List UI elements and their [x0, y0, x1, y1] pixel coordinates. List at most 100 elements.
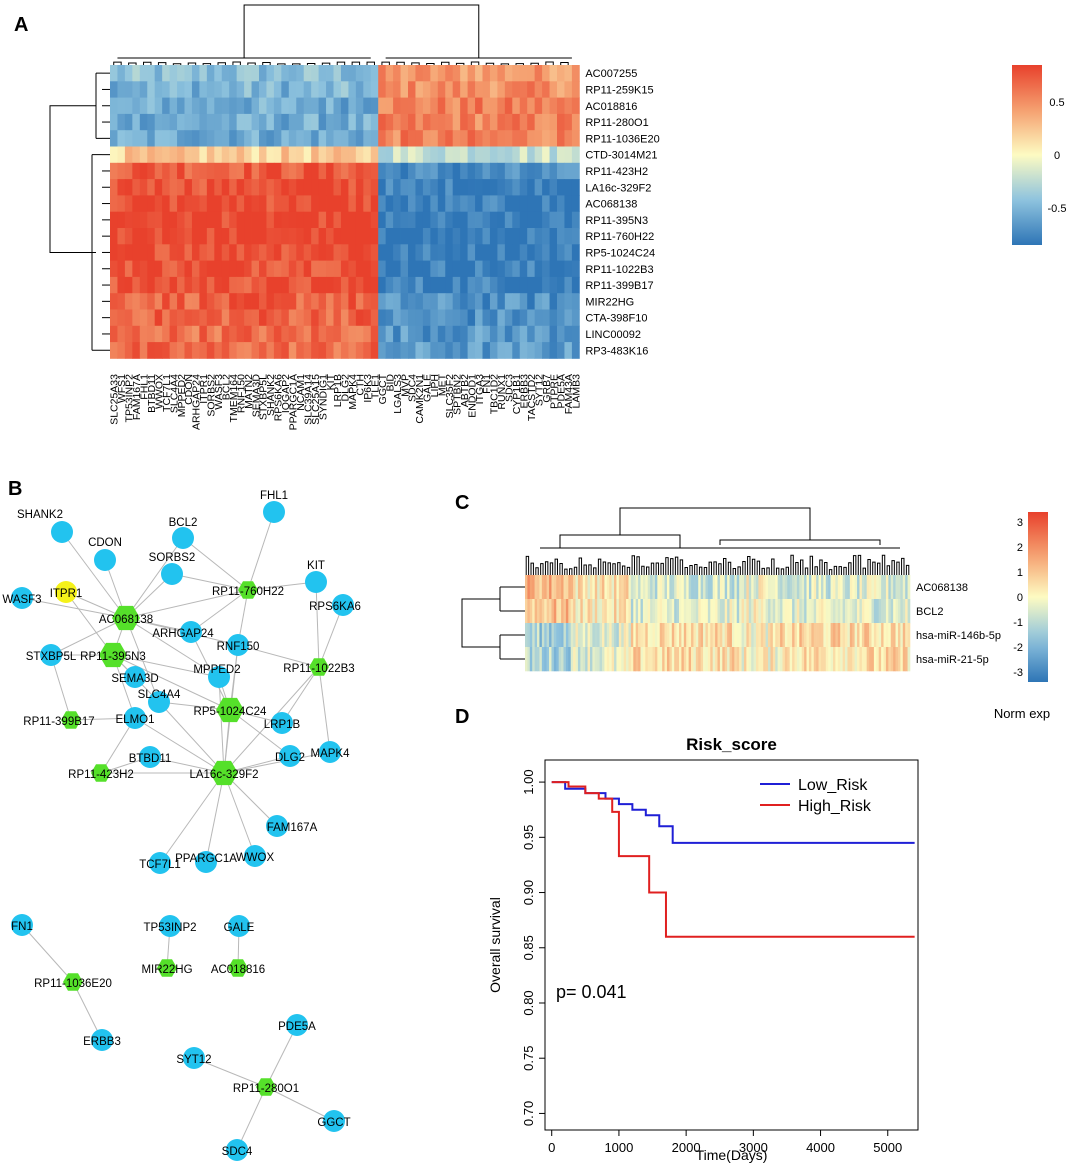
- gene-node: [226, 1139, 248, 1161]
- heatmap-cell: [422, 276, 431, 294]
- heatmap-cell: [199, 325, 208, 343]
- heatmap-cell: [408, 130, 416, 147]
- heatmap-cell: [482, 179, 491, 196]
- column-label: NCAM1: [295, 374, 307, 411]
- heatmap-cell: [124, 179, 133, 196]
- heatmap-cell: [534, 162, 543, 180]
- heatmap-cell: [564, 228, 573, 245]
- heatmap-cell: [527, 647, 531, 672]
- column-label: ITPR1: [198, 374, 210, 404]
- gene-node: [124, 666, 146, 688]
- gene-node: [266, 815, 288, 837]
- heatmap-cell: [393, 195, 401, 213]
- heatmap-cell: [385, 211, 394, 229]
- heatmap-cell: [861, 647, 865, 672]
- heatmap-cell: [542, 293, 550, 310]
- heatmap-cell: [430, 342, 439, 359]
- heatmap-cell: [296, 244, 305, 261]
- heatmap-cell: [577, 599, 581, 624]
- heatmap-cell: [804, 623, 807, 648]
- heatmap-cell: [527, 228, 536, 245]
- heatmap-cell: [437, 97, 446, 115]
- heatmap-cell: [296, 130, 305, 147]
- heatmap-cell: [715, 623, 718, 648]
- heatmap-cell: [527, 195, 536, 213]
- node-label: RP11-423H2: [68, 769, 134, 781]
- lncrna-node: [112, 605, 140, 631]
- heatmap-cell: [556, 575, 559, 600]
- heatmap-cell: [177, 211, 185, 229]
- heatmap-cell: [748, 647, 752, 672]
- heatmap-cell: [229, 276, 238, 294]
- heatmap-cell: [542, 260, 550, 278]
- heatmap-cell: [582, 599, 586, 624]
- heatmap-cell: [626, 575, 629, 600]
- network-edge: [159, 772, 225, 864]
- heatmap-cell: [666, 647, 670, 672]
- heatmap-cell: [589, 575, 593, 600]
- heatmap-cell: [221, 211, 230, 229]
- heatmap-cell: [124, 65, 133, 82]
- heatmap-cell: [770, 623, 774, 648]
- heatmap-cell: [370, 342, 379, 359]
- heatmap-cell: [736, 647, 740, 672]
- heatmap-cell: [777, 575, 781, 600]
- heatmap-cell: [415, 342, 424, 359]
- heatmap-cell: [303, 325, 312, 343]
- heatmap-cell: [840, 575, 843, 600]
- heatmap-cell: [259, 276, 267, 294]
- network-edge: [50, 617, 127, 656]
- heatmap-cell: [311, 81, 319, 98]
- heatmap-cell: [348, 293, 357, 310]
- heatmap-cell: [259, 309, 267, 327]
- heatmap-cell: [124, 211, 133, 229]
- heatmap-cell: [288, 309, 297, 327]
- network-edge: [205, 772, 225, 863]
- heatmap-cell: [580, 647, 584, 672]
- heatmap-cell: [542, 228, 550, 245]
- heatmap-cell: [534, 179, 543, 196]
- heatmap-cell: [206, 244, 215, 261]
- heatmap-cell: [460, 293, 468, 310]
- heatmap-cell: [184, 244, 193, 261]
- heatmap-cell: [117, 276, 126, 294]
- heatmap-cell: [139, 65, 148, 82]
- heatmap-cell: [549, 575, 552, 600]
- heatmap-cell: [497, 146, 506, 164]
- heatmap-cell: [900, 623, 904, 648]
- heatmap-cell: [885, 623, 889, 648]
- heatmap-cell: [139, 146, 148, 164]
- mirna-node: [55, 581, 77, 603]
- heatmap-cell: [378, 276, 387, 294]
- heatmap-cell: [206, 146, 215, 164]
- heatmap-cell: [664, 599, 668, 624]
- heatmap-cell: [124, 276, 133, 294]
- heatmap-cell: [703, 647, 706, 672]
- heatmap-cell: [303, 260, 312, 278]
- heatmap-cell: [816, 647, 819, 672]
- heatmap-cell: [820, 647, 824, 672]
- heatmap-cell: [251, 81, 260, 98]
- heatmap-cell: [630, 599, 634, 624]
- heatmap-cell: [184, 113, 193, 131]
- heatmap-cell: [542, 325, 550, 343]
- heatmap-cell: [296, 81, 305, 98]
- colorbar-tick-label: 2: [1017, 542, 1023, 554]
- heatmap-cell: [236, 293, 245, 310]
- heatmap-cell: [883, 623, 887, 648]
- heatmap-cell: [169, 113, 178, 131]
- heatmap-cell: [437, 179, 446, 196]
- heatmap-cell: [169, 309, 178, 327]
- heatmap-cell: [467, 244, 476, 261]
- heatmap-cell: [229, 325, 238, 343]
- node-label: STXBP5L: [26, 651, 77, 663]
- column-label: ARHGAP24: [191, 374, 203, 430]
- heatmap-cell: [888, 599, 892, 624]
- heatmap-cell: [571, 309, 580, 327]
- heatmap-cell: [546, 575, 550, 600]
- heatmap-cell: [229, 81, 238, 98]
- heatmap-cell: [497, 309, 506, 327]
- heatmap-cell: [355, 260, 364, 278]
- heatmap-cell: [568, 647, 572, 672]
- heatmap-cell: [691, 623, 694, 648]
